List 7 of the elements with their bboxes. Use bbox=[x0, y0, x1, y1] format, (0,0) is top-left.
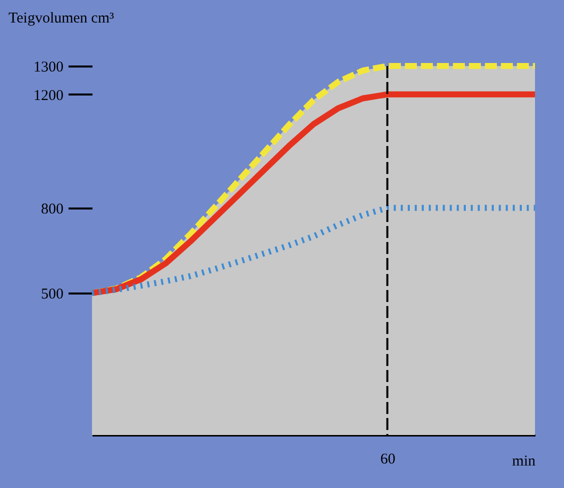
y-axis-title: Teigvolumen cm³ bbox=[8, 10, 115, 26]
x-tick-label: 60 bbox=[380, 452, 396, 468]
y-tick-label: 500 bbox=[41, 286, 64, 303]
x-axis-title: min bbox=[512, 454, 536, 470]
y-tick-label: 1300 bbox=[34, 60, 64, 76]
y-tick-label: 1200 bbox=[34, 88, 64, 104]
y-tick-label: 800 bbox=[41, 201, 64, 218]
